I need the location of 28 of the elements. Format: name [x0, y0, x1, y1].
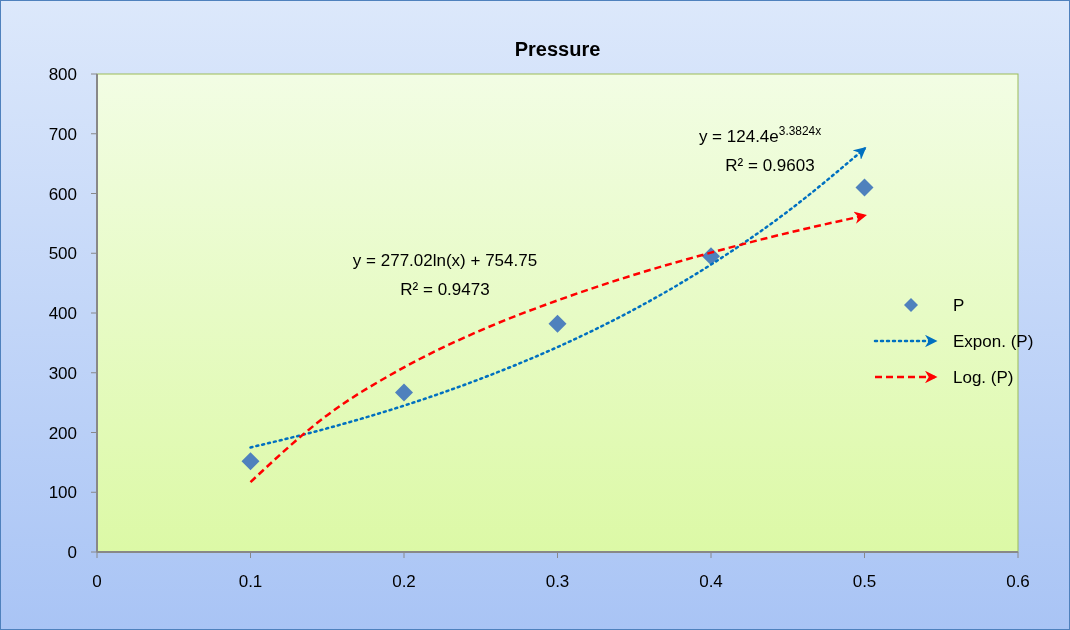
y-tick-label: 100	[48, 483, 77, 503]
y-tick-label: 700	[48, 124, 77, 144]
point	[548, 314, 567, 333]
y-tick-label: 800	[48, 65, 77, 84]
x-tick-label: 0.2	[392, 572, 416, 591]
legend-label: Expon. (P)	[953, 332, 1034, 351]
y-tick-label: 200	[48, 423, 77, 443]
y-tick-label: 0	[67, 543, 77, 562]
x-tick-label: 0.4	[699, 572, 723, 591]
point	[395, 383, 413, 402]
annotation: y = 277.02ln(x) + 754.75	[352, 251, 538, 270]
legend-label: Log. (P)	[953, 368, 1014, 387]
x-tick-label: 0	[92, 572, 102, 591]
chart-title: Pressure	[514, 38, 601, 60]
point	[855, 178, 874, 197]
y-tick-label: 600	[48, 184, 77, 204]
annotation: y = 124.4e$^{3.3824x}$	[698, 124, 822, 146]
point	[241, 452, 260, 471]
y-tick-label: 400	[48, 304, 77, 323]
x-tick-label: 0.5	[852, 572, 877, 591]
annotation: R² = 0.9473	[400, 280, 490, 299]
x-tick-label: 0.6	[1006, 572, 1030, 591]
y-tick-label: 300	[48, 363, 77, 383]
legend-label: P	[953, 296, 965, 315]
y-tick-label: 500	[48, 244, 77, 264]
x-tick-label: 0.3	[545, 572, 570, 591]
x-tick-label: 0.1	[238, 572, 263, 591]
annotation: R² = 0.9603	[725, 156, 815, 175]
